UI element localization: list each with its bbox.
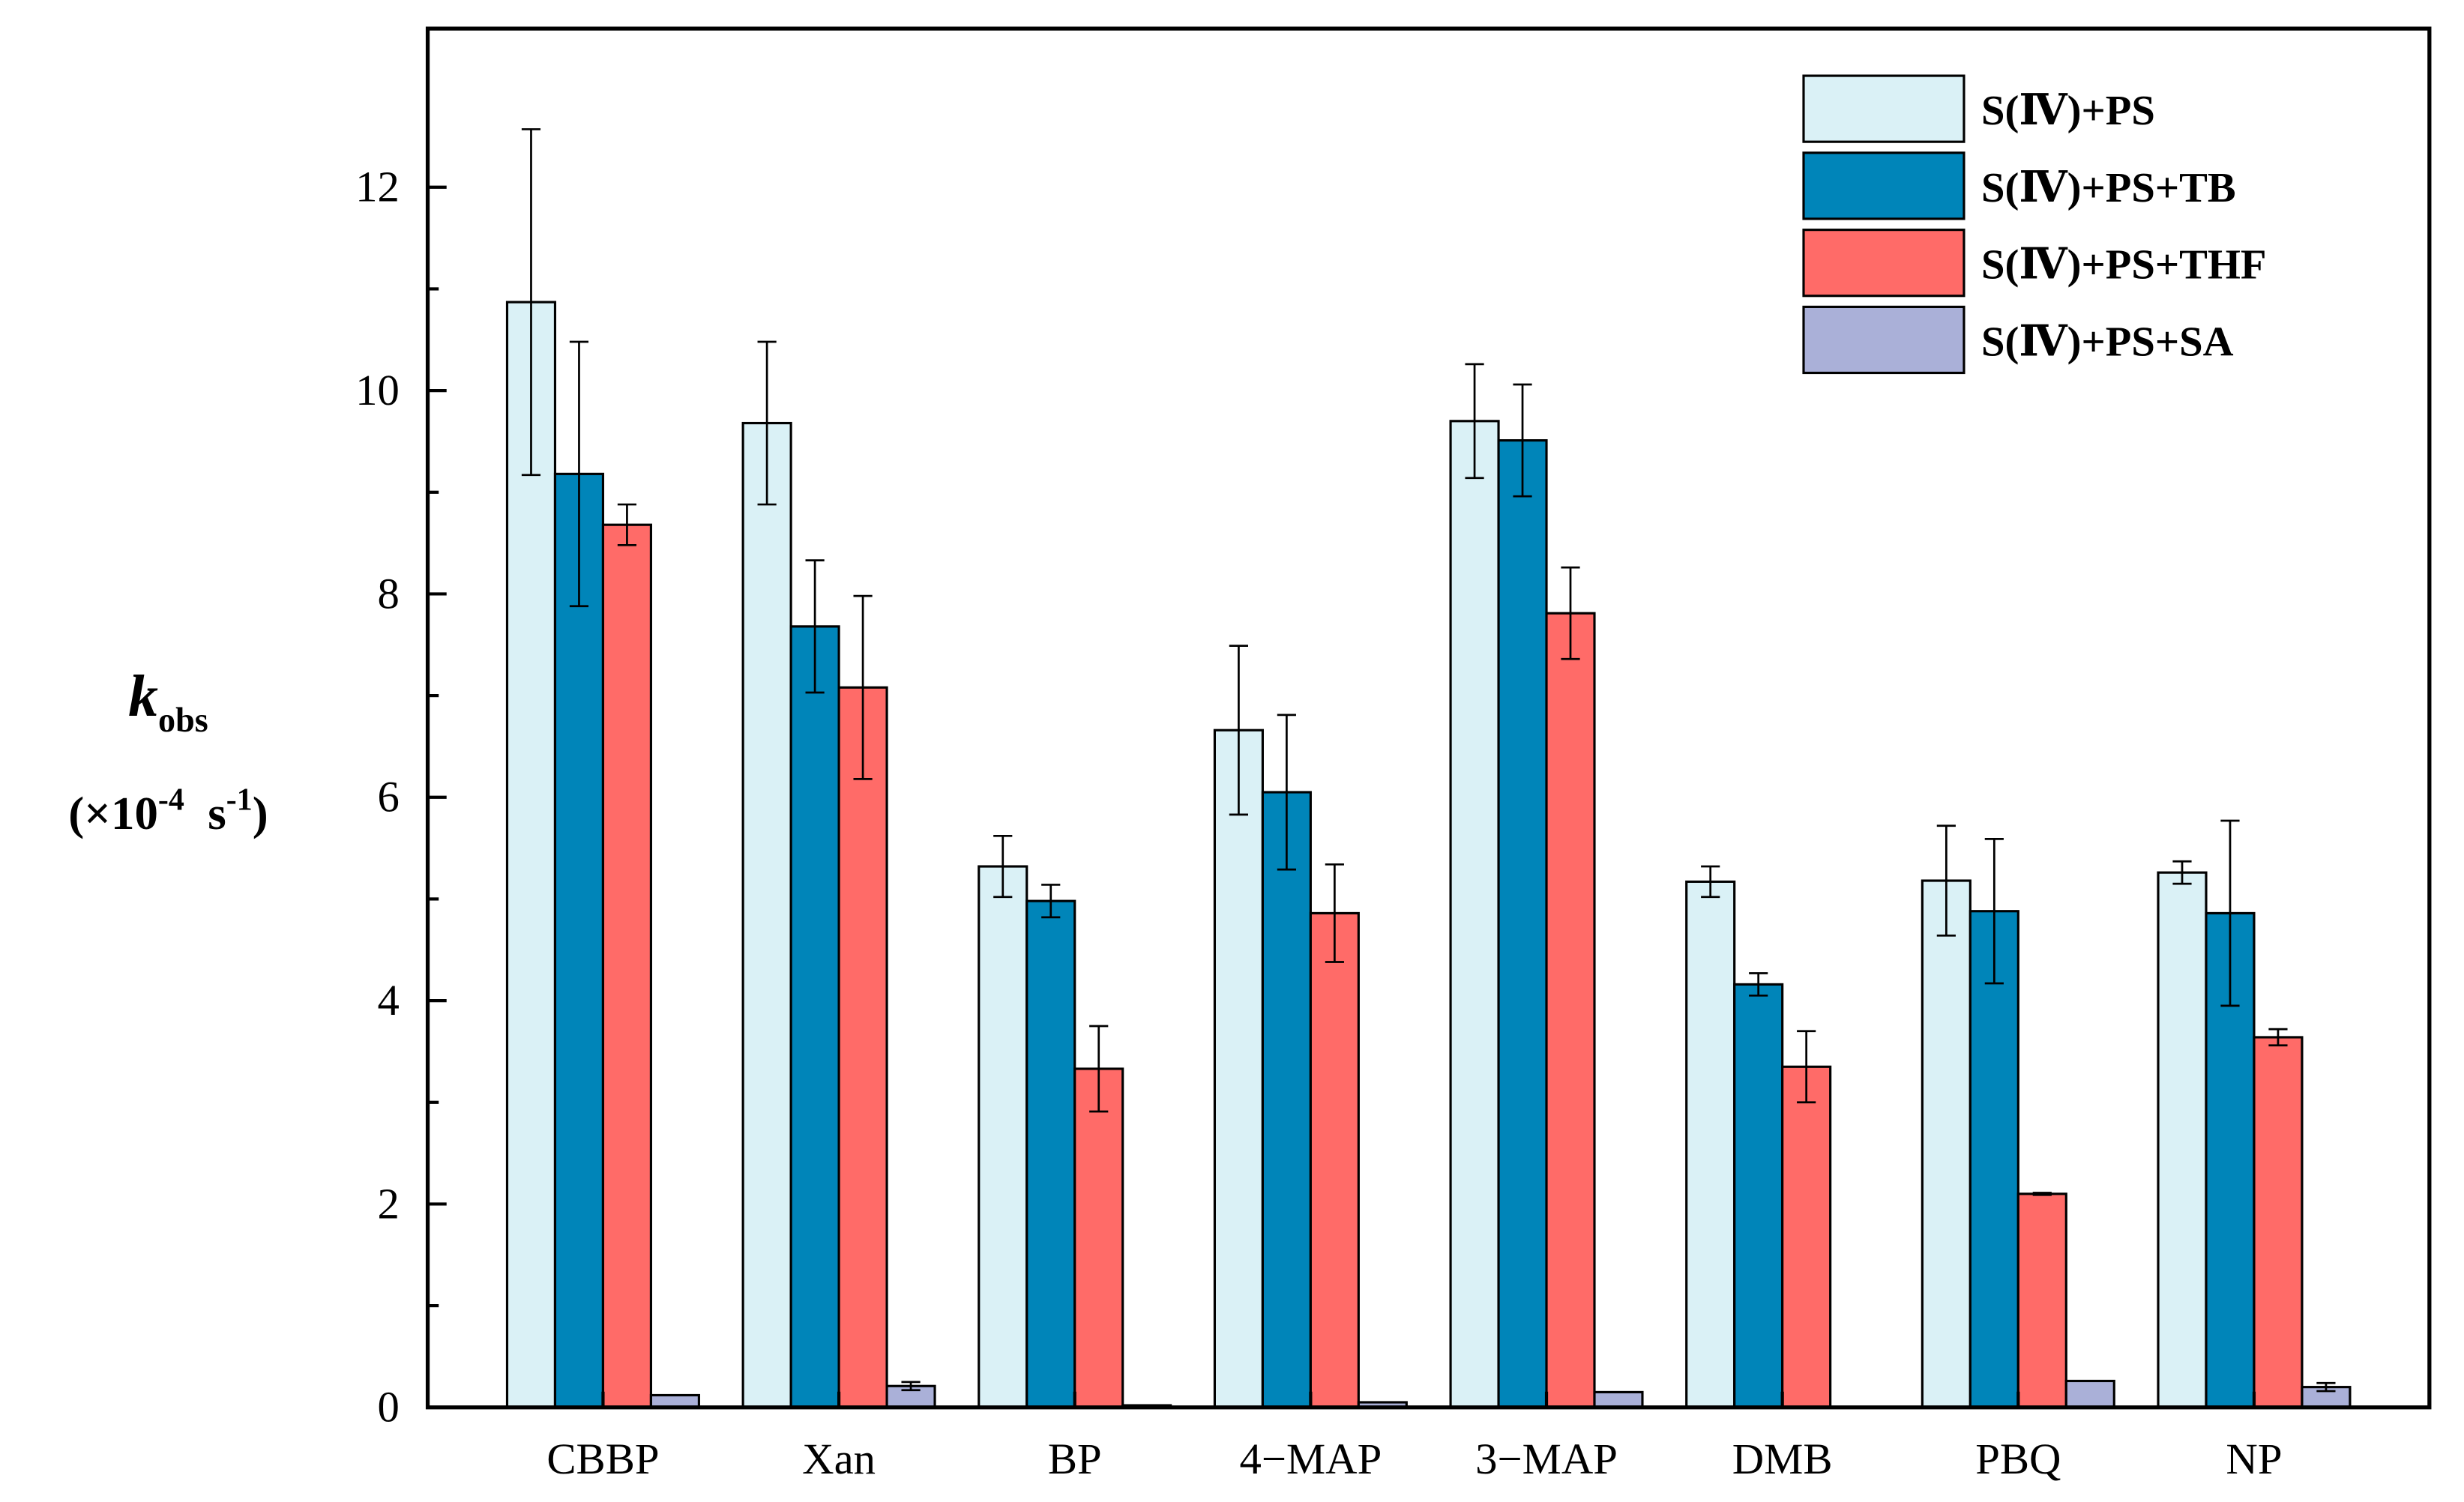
y-tick-label: 6: [377, 773, 399, 821]
bar: [1969, 910, 2019, 1409]
bar: [837, 686, 888, 1409]
y-tick-label: 8: [377, 569, 399, 618]
y-axis-label: kobs: [128, 663, 208, 739]
legend-swatch: [1802, 74, 1966, 143]
y-tick-label: 10: [355, 366, 400, 414]
bar: [978, 865, 1028, 1409]
x-tick-label: 4−MAP: [1240, 1435, 1382, 1483]
y-unit-part: (×10: [68, 787, 158, 839]
bar: [1073, 1067, 1124, 1409]
bar: [1309, 911, 1360, 1409]
x-tick-label: BP: [1048, 1435, 1102, 1483]
bar: [1733, 983, 1784, 1409]
bar: [2157, 871, 2208, 1409]
legend-label: S(Ⅳ)+PS+SA: [1981, 319, 2234, 365]
bar: [2064, 1379, 2115, 1409]
bar: [1921, 879, 1971, 1409]
y-tick-label: 12: [355, 163, 400, 211]
x-tick-label: 3−MAP: [1475, 1435, 1618, 1483]
y-label-subscript: obs: [158, 701, 208, 739]
y-tick-label: 2: [377, 1179, 399, 1228]
x-tick-label: Xan: [802, 1435, 876, 1483]
y-tick-label: 0: [377, 1383, 399, 1432]
legend-label: S(Ⅳ)+PS+TB: [1981, 165, 2236, 211]
legend-label: S(Ⅳ)+PS: [1981, 88, 2155, 134]
bar: [1781, 1065, 1832, 1409]
y-label-symbol: k: [128, 663, 158, 729]
legend-swatch: [1802, 151, 1966, 220]
y-unit-part: s: [184, 787, 226, 839]
x-tick-label: DMB: [1732, 1435, 1833, 1483]
y-unit-exponent: -4: [158, 783, 184, 818]
bar: [789, 625, 840, 1409]
bar: [1449, 420, 1500, 1409]
bar: [1685, 880, 1736, 1409]
bar: [601, 523, 652, 1409]
y-tick-label: 4: [377, 976, 399, 1025]
bar: [741, 421, 792, 1409]
legend-swatch: [1802, 229, 1966, 298]
x-tick-label: CBBP: [546, 1435, 659, 1483]
bar: [553, 472, 605, 1409]
legend-label: S(Ⅳ)+PS+THF: [1981, 242, 2266, 289]
x-tick-label: PBQ: [1975, 1435, 2061, 1483]
bar: [2253, 1036, 2304, 1409]
bar: [1213, 729, 1264, 1409]
bar: [2016, 1192, 2067, 1409]
y-axis-unit: (×10-4 s-1): [68, 783, 268, 839]
bar: [1261, 791, 1312, 1409]
bar: [1545, 612, 1596, 1409]
plot-frame: [425, 26, 2432, 1410]
y-unit-part: ): [253, 787, 268, 839]
x-tick-label: NP: [2226, 1435, 2282, 1483]
legend-swatch: [1802, 305, 1966, 375]
y-unit-exponent: -1: [226, 783, 253, 818]
bar: [1025, 899, 1076, 1409]
bar: [1497, 439, 1548, 1409]
bar: [1593, 1390, 1644, 1409]
